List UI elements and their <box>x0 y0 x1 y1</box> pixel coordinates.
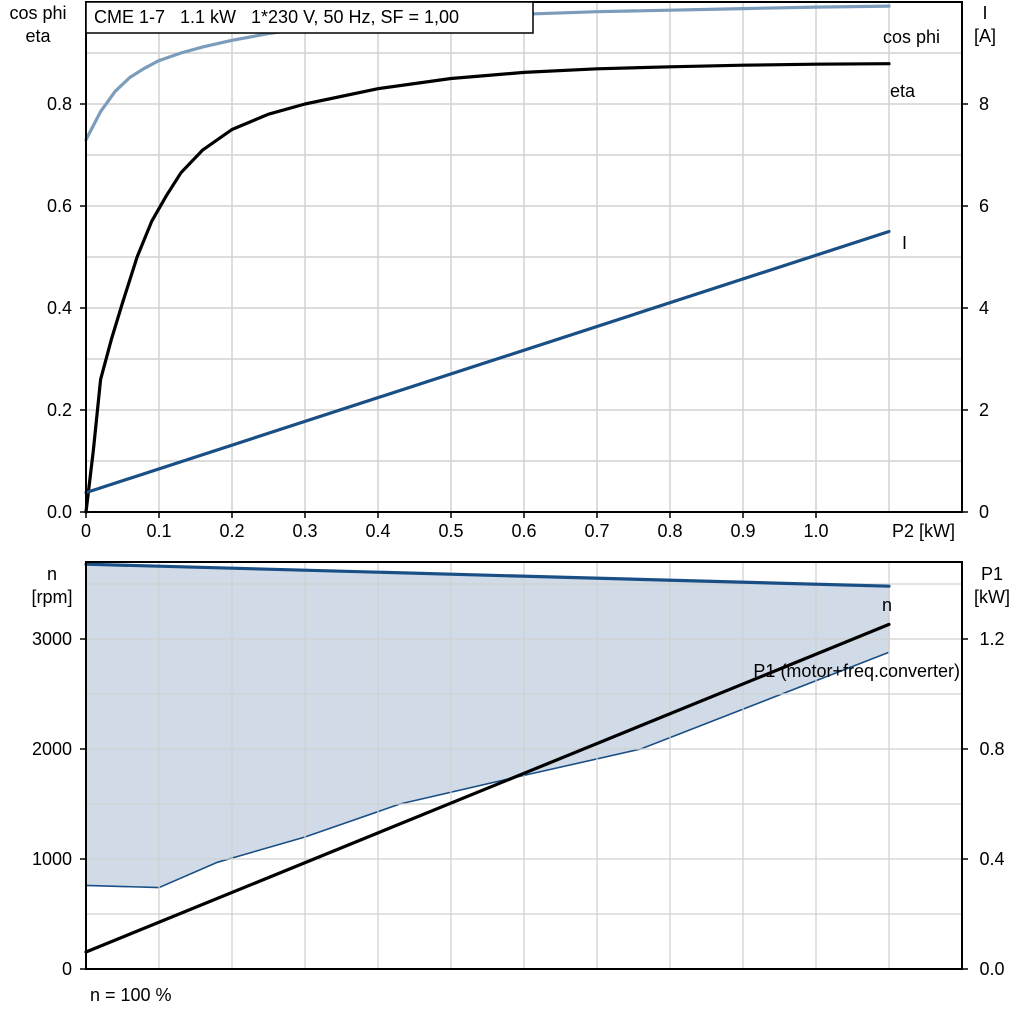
bottom-ylabel-right-1: P1 <box>981 564 1003 584</box>
bottom-ylabel-left-2: [rpm] <box>31 587 72 607</box>
footnote-speed: n = 100 % <box>90 985 172 1005</box>
x-tick-label: 1.0 <box>803 521 828 541</box>
y-tick-label-left: 0.4 <box>47 298 72 318</box>
top-series <box>84 4 891 514</box>
x-tick-label: 0.2 <box>219 521 244 541</box>
x-tick-label: 0.4 <box>365 521 390 541</box>
series-label-p1: P1 (motor+freq.converter) <box>753 661 960 681</box>
bottom-y-tick-label-left: 0 <box>62 959 72 979</box>
x-tick-label: 0.1 <box>146 521 171 541</box>
top-ylabel-right-1: I <box>982 3 987 23</box>
bottom-speed-band <box>85 564 890 889</box>
y-tick-label-left: 0.2 <box>47 400 72 420</box>
series-label-speed: n <box>882 595 892 615</box>
bottom-y-ticks-right: 0.0 0.4 0.8 1.2 <box>962 629 1005 979</box>
bottom-y-tick-label-right: 1.2 <box>979 629 1004 649</box>
bottom-y-tick-label-left: 1000 <box>32 849 72 869</box>
bottom-ylabel-left-1: n <box>47 564 57 584</box>
y-tick-label-left: 0.0 <box>47 502 72 522</box>
y-tick-label-right: 8 <box>979 94 989 114</box>
bottom-plot-frame <box>85 561 963 970</box>
chart-title: CME 1-7 1.1 kW 1*230 V, 50 Hz, SF = 1,00 <box>94 7 459 27</box>
bottom-y-tick-label-left: 3000 <box>32 629 72 649</box>
bottom-grid <box>86 562 962 969</box>
x-tick-label: 0.7 <box>584 521 609 541</box>
series-label-eta: eta <box>890 81 916 101</box>
top-grid <box>86 2 962 512</box>
bottom-y-tick-label-right: 0.4 <box>979 849 1004 869</box>
series-label-current: I <box>902 233 907 253</box>
x-tick-label: 0.5 <box>438 521 463 541</box>
top-x-ticks: 0 0.1 0.2 0.3 0.4 0.5 0.6 0.7 0.8 0.9 1.0 <box>81 512 829 541</box>
top-xlabel: P2 [kW] <box>892 521 955 541</box>
bottom-y-tick-label-right: 0.8 <box>979 739 1004 759</box>
bottom-y-tick-label-left: 2000 <box>32 739 72 759</box>
y-tick-label-left: 0.6 <box>47 196 72 216</box>
top-y-ticks-left: 0.0 0.2 0.4 0.6 0.8 <box>47 94 86 522</box>
current-line <box>84 229 891 495</box>
top-ylabel-right-2: [A] <box>974 26 996 46</box>
bottom-chart: 0 1000 2000 3000 0.0 0.4 0.8 1.2 n [rpm] P1 [k… <box>31 561 1010 1005</box>
bottom-series <box>84 562 891 954</box>
y-tick-label-right: 0 <box>979 502 989 522</box>
speed-band-fill <box>86 564 889 888</box>
x-tick-label: 0.9 <box>730 521 755 541</box>
speed-band-lower-edge <box>85 651 890 889</box>
chart-title-box <box>85 1 534 34</box>
top-ylabel-left-2: eta <box>25 26 51 46</box>
x-tick-label: 0.8 <box>657 521 682 541</box>
x-tick-label: 0.3 <box>292 521 317 541</box>
bottom-y-tick-label-right: 0.0 <box>979 959 1004 979</box>
p1-line <box>84 622 891 954</box>
top-y-ticks-right: 0 2 4 6 8 <box>962 94 989 522</box>
y-tick-label-right: 2 <box>979 400 989 420</box>
bottom-ylabel-right-2: [kW] <box>974 587 1010 607</box>
y-tick-label-right: 6 <box>979 196 989 216</box>
x-tick-label: 0 <box>81 521 91 541</box>
x-tick-label: 0.6 <box>511 521 536 541</box>
series-label-cos-phi: cos phi <box>883 27 940 47</box>
speed-line <box>84 562 891 588</box>
eta-line <box>84 62 891 514</box>
y-tick-label-right: 4 <box>979 298 989 318</box>
bottom-y-ticks-left: 0 1000 2000 3000 <box>32 629 86 979</box>
top-ylabel-left-1: cos phi <box>9 3 66 23</box>
y-tick-label-left: 0.8 <box>47 94 72 114</box>
top-chart: 0 0.1 0.2 0.3 0.4 0.5 0.6 0.7 0.8 0.9 1.0 0.00.20.… <box>9 1 996 541</box>
